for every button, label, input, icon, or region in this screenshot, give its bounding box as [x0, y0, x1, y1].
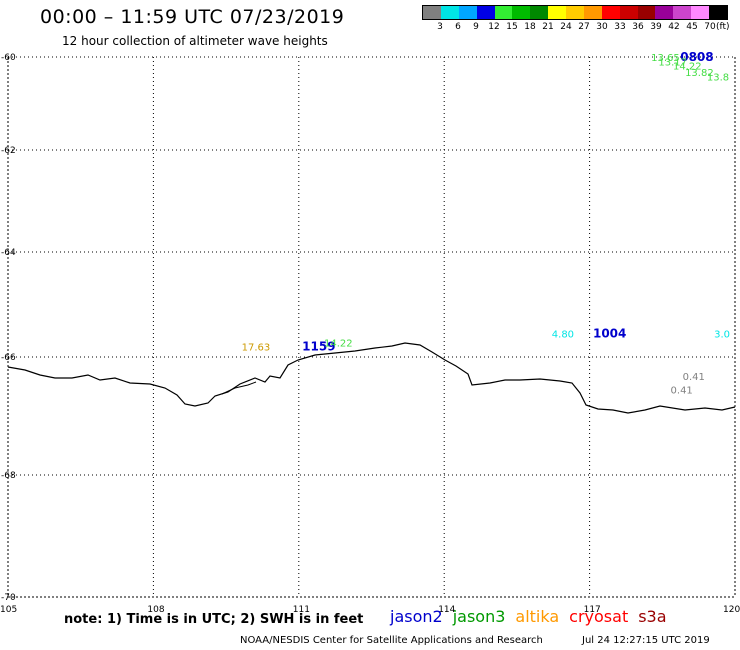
- wave-height-label: 13.65: [651, 53, 680, 64]
- wave-height-label: 4.80: [552, 329, 574, 340]
- legend-label: 12: [488, 22, 500, 32]
- wave-height-label: 17.63: [242, 343, 271, 354]
- legend-swatch: [512, 6, 531, 19]
- latitude-label: -62: [1, 146, 16, 156]
- generated-time: Jul 24 12:27:15 UTC 2019: [582, 635, 710, 646]
- antarctic-coastline: [7, 342, 736, 414]
- credit-text: NOAA/NESDIS Center for Satellite Applica…: [240, 635, 543, 646]
- satellite-altika: altika: [515, 607, 560, 626]
- color-legend: [422, 5, 728, 20]
- coastline-inlet: [221, 381, 257, 395]
- legend-swatch: [566, 6, 584, 19]
- wave-height-label: 0.41: [671, 385, 693, 396]
- satellite-legend: jason2 jason3 altika cryosat s3a: [390, 607, 677, 626]
- legend-swatch: [530, 6, 549, 19]
- legend-label: 3: [437, 22, 443, 32]
- wave-height-label: 13.17: [658, 58, 687, 69]
- legend-swatch: [476, 6, 495, 19]
- legend-label: 36: [632, 22, 644, 32]
- wave-height-label: 13.82: [685, 68, 714, 79]
- longitude-label: 108: [147, 605, 164, 615]
- legend-swatch: [619, 6, 638, 19]
- longitude-label: 111: [293, 605, 310, 615]
- legend-swatch: [423, 6, 441, 19]
- map-title: 00:00 – 11:59 UTC 07/23/2019: [40, 6, 345, 28]
- legend-label: 6: [455, 22, 461, 32]
- legend-label: 39: [650, 22, 662, 32]
- legend-swatch: [440, 6, 459, 19]
- legend-label: 15: [506, 22, 518, 32]
- satellite-cryosat: cryosat: [569, 607, 629, 626]
- longitude-label: 114: [438, 605, 455, 615]
- legend-label: 9: [473, 22, 479, 32]
- wave-height-label: 1004: [593, 326, 626, 340]
- legend-label: 33: [614, 22, 626, 32]
- legend-label: 21: [542, 22, 554, 32]
- map-frame: [7, 56, 736, 598]
- satellite-s3a: s3a: [638, 607, 667, 626]
- legend-swatch: [548, 6, 566, 19]
- wave-height-label: 13.8: [707, 73, 729, 84]
- wave-height-label: 14.22: [673, 61, 702, 72]
- wave-height-label: 1159: [302, 340, 335, 354]
- legend-label: 45: [686, 22, 698, 32]
- legend-swatch: [637, 6, 656, 19]
- wave-height-label: 0808: [680, 50, 713, 64]
- legend-label: 30: [596, 22, 608, 32]
- legend-swatch: [583, 6, 602, 19]
- longitude-label: 105: [0, 605, 17, 615]
- footer-note: note: 1) Time is in UTC; 2) SWH is in fe…: [64, 612, 364, 627]
- legend-swatch: [494, 6, 513, 19]
- legend-swatch: [655, 6, 674, 19]
- legend-swatch: [691, 6, 709, 19]
- wave-height-label: 0.41: [683, 372, 705, 383]
- legend-unit: (ft): [716, 22, 730, 32]
- legend-swatch: [458, 6, 477, 19]
- wave-height-label: 14.22: [324, 338, 353, 349]
- latitude-label: -68: [1, 471, 16, 481]
- map-subtitle: 12 hour collection of altimeter wave hei…: [62, 34, 328, 48]
- legend-swatch: [673, 6, 692, 19]
- legend-label: 42: [668, 22, 680, 32]
- legend-label: 70: [704, 22, 716, 32]
- longitude-label: 117: [584, 605, 601, 615]
- legend-label: 27: [578, 22, 590, 32]
- latitude-label: -70: [1, 593, 16, 603]
- legend-swatch: [709, 6, 727, 19]
- longitude-label: 120: [723, 605, 740, 615]
- color-legend-labels: 3 6 9 12 15 18 21 24 27 30 33 36 39 42 45 70: [422, 22, 728, 34]
- satellite-jason3: jason3: [452, 607, 506, 626]
- wave-height-label: 3.0: [714, 329, 730, 340]
- legend-label: 24: [560, 22, 572, 32]
- legend-label: 18: [524, 22, 536, 32]
- legend-swatch: [601, 6, 620, 19]
- satellite-jason2: jason2: [390, 607, 443, 626]
